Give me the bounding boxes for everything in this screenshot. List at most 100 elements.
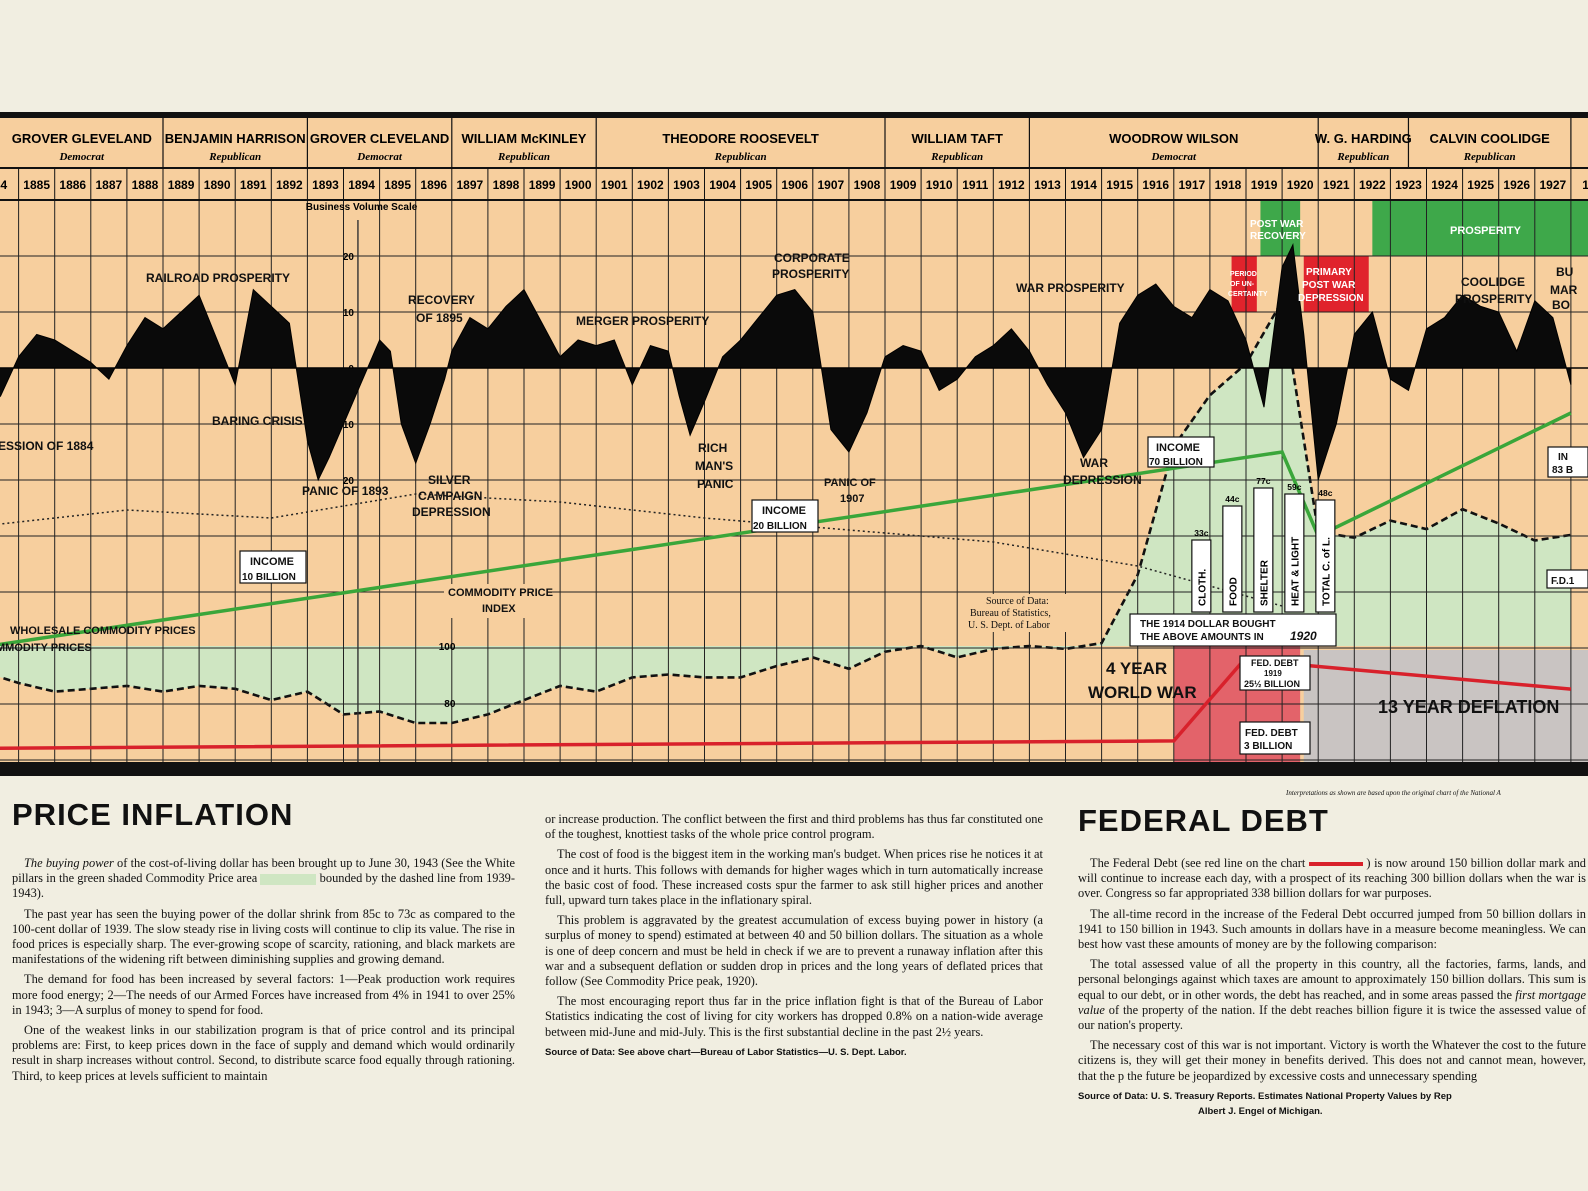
price-paragraph-4: One of the weakest links in our stabiliz…	[12, 1023, 515, 1083]
year-label: 1911	[962, 178, 988, 192]
label-silver_l1: SILVER	[428, 473, 471, 487]
label-primary_l3: DEPRESSION	[1298, 293, 1364, 304]
pillar	[1191, 539, 1212, 613]
label-war_l2: WORLD WAR	[1088, 683, 1197, 702]
label-dollar_l1: THE 1914 DOLLAR BOUGHT	[1140, 619, 1276, 630]
president-party: Democrat	[1150, 151, 1197, 163]
label-debt1919_l2: 1919	[1264, 669, 1282, 678]
business-scale-tick: 10	[343, 420, 355, 431]
label-income83_l1: IN	[1558, 452, 1568, 463]
business-scale-tick: 20	[343, 476, 355, 487]
label-debt3_l1: FED. DEBT	[1245, 728, 1298, 739]
top-border	[0, 112, 1588, 118]
price-paragraph-3: The demand for food has been increased b…	[12, 972, 515, 1017]
commodity-axis-title: COMMODITY PRICE	[448, 587, 553, 599]
label-bu_l1: BU	[1556, 265, 1573, 279]
price-column-1: The buying power of the cost-of-living d…	[12, 856, 515, 1089]
label-bu_l2: MAR	[1550, 283, 1578, 297]
debt-paragraph-1: The Federal Debt (see red line on the ch…	[1078, 856, 1586, 901]
debt-1919-box	[1239, 655, 1311, 691]
year-label: 1916	[1142, 178, 1169, 192]
year-label: 1918	[1215, 178, 1242, 192]
year-label: 1917	[1178, 178, 1205, 192]
label-income83_l2: 83 B	[1552, 465, 1573, 476]
year-label: 1903	[673, 178, 700, 192]
president-party: Republican	[497, 151, 550, 163]
year-label: 1907	[817, 178, 844, 192]
year-label: 1900	[565, 178, 592, 192]
president-party: Democrat	[356, 151, 403, 163]
label-recovery_l2: OF 1895	[416, 311, 463, 325]
year-label: 1892	[276, 178, 303, 192]
president-party: Republican	[714, 151, 767, 163]
label-coolidge_l1: COOLIDGE	[1461, 275, 1525, 289]
year-label: 84	[0, 178, 8, 192]
year-label: 1925	[1467, 178, 1494, 192]
pillar	[1222, 505, 1243, 613]
label-income10_l2: 10 BILLION	[242, 572, 296, 583]
president-party: Republican	[208, 151, 261, 163]
president-name: CALVIN COOLIDGE	[1429, 131, 1550, 146]
commodity-scale-tick: 100	[439, 642, 456, 653]
debt-3-box	[1239, 721, 1311, 755]
year-label: 1913	[1034, 178, 1061, 192]
label-source_l3: U. S. Dept. of Labor	[968, 620, 1051, 631]
president-name: WILLIAM McKINLEY	[462, 131, 587, 146]
year-label: 1904	[709, 178, 736, 192]
label-wholesale-2: MMODITY PRICES	[0, 642, 92, 654]
year-label: 1888	[132, 178, 159, 192]
year-label: 1906	[781, 178, 808, 192]
pillar-label: SHELTER	[1259, 559, 1270, 606]
label-income70_l1: INCOME	[1156, 442, 1200, 454]
president-name: THEODORE ROOSEVELT	[662, 131, 819, 146]
pillar-label: TOTAL C. of L.	[1321, 537, 1332, 606]
price-paragraph-2: The past year has seen the buying power …	[12, 906, 515, 967]
label-merger: MERGER PROSPERITY	[576, 314, 709, 328]
label-silver_l2: CAMPAIGN	[418, 489, 482, 503]
label-primary_l2: POST WAR	[1302, 280, 1356, 291]
debt-column: The Federal Debt (see red line on the ch…	[1078, 856, 1586, 1124]
label-income20_l2: 20 BILLION	[753, 521, 807, 532]
year-label: 1898	[493, 178, 520, 192]
green-swatch	[260, 873, 317, 885]
label-postwar_l1: POST WAR	[1250, 219, 1304, 230]
year-label: 1922	[1359, 178, 1386, 192]
dollar-box	[1129, 613, 1337, 647]
label-corp_l2: PROSPERITY	[772, 267, 849, 281]
label-debt3_l2: 3 BILLION	[1244, 741, 1292, 752]
label-uncertainty_l3: CERTAINTY	[1228, 291, 1268, 298]
price-paragraph-6: The cost of food is the biggest item in …	[545, 847, 1043, 908]
year-label: 1902	[637, 178, 664, 192]
president-party: Democrat	[58, 151, 105, 163]
income-10-box	[239, 550, 307, 584]
president-name: WILLIAM TAFT	[911, 131, 1003, 146]
pillar	[1284, 493, 1305, 613]
year-label: 1890	[204, 178, 231, 192]
pillar	[1315, 499, 1336, 613]
header-band	[0, 118, 1588, 200]
label-wholesale: WHOLESALE COMMODITY PRICES	[10, 625, 196, 637]
year-label: 1927	[1539, 178, 1566, 192]
year-label: 1923	[1395, 178, 1422, 192]
label-panic_1907_l1: PANIC OF	[824, 477, 876, 489]
year-label: 1891	[240, 178, 267, 192]
president-party: Republican	[1463, 151, 1516, 163]
income-70-box	[1147, 436, 1215, 468]
president-party: Republican	[1336, 151, 1389, 163]
label-rich_l1: RICH	[698, 441, 727, 455]
commodity-scale-tick: 80	[444, 699, 456, 710]
year-label: 1919	[1251, 178, 1278, 192]
label-income10_l1: INCOME	[250, 556, 294, 568]
year-label: 1905	[745, 178, 772, 192]
label-dollar_year: 1920	[1290, 629, 1317, 643]
commodity-axis-title-2: INDEX	[482, 603, 516, 615]
year-label: 1909	[890, 178, 917, 192]
label-source_l2: Bureau of Statistics,	[970, 608, 1051, 619]
price-source: Source of Data: See above chart—Bureau o…	[545, 1046, 907, 1058]
year-label: 1926	[1503, 178, 1530, 192]
pillar-label: HEAT & LIGHT	[1290, 537, 1301, 606]
year-label: 1889	[168, 178, 195, 192]
label-income70_l2: 70 BILLION	[1149, 457, 1203, 468]
year-label: 1920	[1287, 178, 1314, 192]
label-bu_l3: BO	[1552, 298, 1570, 312]
